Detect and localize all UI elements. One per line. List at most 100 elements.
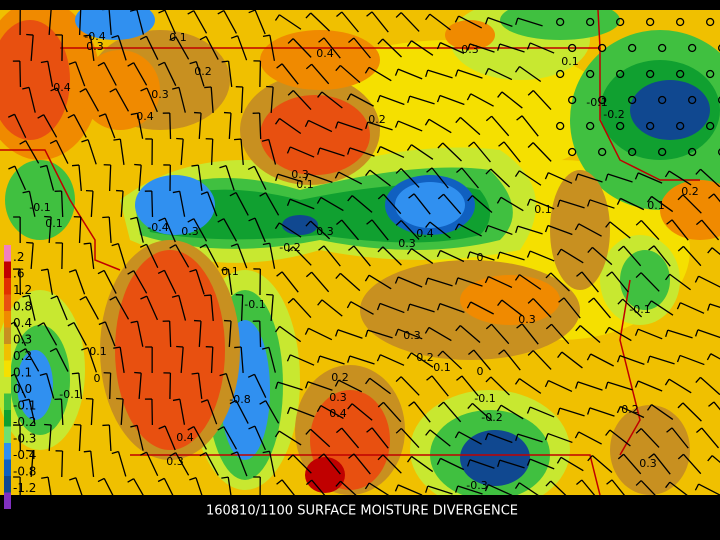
wind-barb xyxy=(545,323,570,345)
wind-barb xyxy=(163,372,172,400)
wind-barb xyxy=(229,191,249,216)
calm-marker xyxy=(658,147,667,157)
wind-barb xyxy=(484,67,513,81)
wind-barb xyxy=(102,424,112,452)
wind-barb xyxy=(527,142,552,162)
wind-barb xyxy=(424,118,452,134)
wind-barb xyxy=(604,326,632,342)
wind-barb xyxy=(247,165,267,190)
wind-barb xyxy=(695,376,720,396)
wind-barb xyxy=(425,429,451,447)
wind-barb xyxy=(677,453,702,475)
wind-barb xyxy=(466,301,494,315)
wind-barb xyxy=(163,164,171,192)
wind-barb xyxy=(407,303,435,313)
wind-barb xyxy=(436,249,465,263)
wind-barb xyxy=(234,138,244,166)
wind-barb xyxy=(544,379,573,393)
wind-barb xyxy=(648,245,671,267)
field-region xyxy=(460,275,560,325)
wind-barb xyxy=(496,196,524,212)
wind-barb xyxy=(616,405,645,419)
wind-barb xyxy=(526,406,555,418)
wind-barb xyxy=(426,167,449,189)
wind-barb xyxy=(194,111,202,140)
wind-barb xyxy=(274,117,302,135)
contour-label: 0.3 xyxy=(461,43,479,56)
contour-label: 0.3 xyxy=(316,225,334,238)
calm-marker xyxy=(676,69,685,79)
contour-label: 0.1 xyxy=(534,203,552,216)
wind-barb xyxy=(13,216,21,244)
wind-barb xyxy=(515,225,543,235)
wind-barb xyxy=(37,114,58,138)
wind-barb xyxy=(162,320,172,348)
wind-barb xyxy=(365,169,391,187)
contour-label: 0.3 xyxy=(291,168,309,181)
wind-barb xyxy=(335,427,360,449)
wind-barb xyxy=(130,112,144,139)
wind-barb xyxy=(616,197,645,211)
field-region xyxy=(460,430,530,486)
wind-barb xyxy=(676,354,705,366)
wind-barb xyxy=(262,450,276,477)
contour-label: 0.4 xyxy=(416,227,434,240)
legend-swatch xyxy=(4,476,11,493)
contour-label: -0.3 xyxy=(466,479,487,492)
wind-barb xyxy=(287,38,312,58)
field-region xyxy=(445,20,495,50)
wind-barb xyxy=(187,10,208,34)
contour-label: -0.1 xyxy=(474,392,495,405)
wind-barb xyxy=(634,172,663,184)
wind-barb xyxy=(116,397,124,426)
wind-barb xyxy=(305,479,326,495)
wind-barb xyxy=(576,271,599,293)
wind-barb xyxy=(677,245,702,267)
wind-barb xyxy=(248,425,267,451)
wind-barb xyxy=(394,120,423,132)
legend-label: 1.2 xyxy=(13,283,32,297)
wind-barb xyxy=(19,140,40,164)
wind-barb xyxy=(71,372,83,400)
wind-barb xyxy=(395,12,420,32)
wind-barb xyxy=(467,402,493,422)
wind-barb xyxy=(635,428,660,448)
wind-barb xyxy=(68,61,86,87)
calm-marker xyxy=(598,43,607,53)
contour-label: 0.1 xyxy=(433,361,451,374)
wind-barb xyxy=(634,328,663,340)
wind-barb xyxy=(544,224,573,236)
wind-barb xyxy=(426,375,449,397)
contour-label: 0.1 xyxy=(221,265,239,278)
calm-marker xyxy=(586,17,595,27)
wind-barb xyxy=(140,451,159,477)
wind-barb xyxy=(377,246,402,266)
calm-marker xyxy=(688,43,697,53)
wind-barb xyxy=(496,404,524,420)
wind-barb xyxy=(617,298,643,318)
legend-swatch xyxy=(4,410,11,427)
boundaries xyxy=(0,10,700,495)
wind-barb xyxy=(71,164,82,192)
wind-barb xyxy=(436,42,465,54)
wind-barb xyxy=(204,86,214,114)
wind-barb xyxy=(454,223,482,237)
wind-barb xyxy=(346,301,374,315)
wind-barb xyxy=(262,346,276,373)
contour-label: 0 xyxy=(94,372,101,385)
wind-barb xyxy=(617,245,642,267)
calm-marker xyxy=(658,95,667,105)
wind-barb xyxy=(707,247,720,256)
wind-barb xyxy=(54,398,64,426)
wind-barb xyxy=(130,424,144,451)
wind-barb xyxy=(648,453,671,475)
wind-barb xyxy=(162,112,172,140)
wind-barb xyxy=(116,189,124,218)
wind-barb xyxy=(316,196,344,212)
wind-barb xyxy=(157,61,177,86)
wind-barb xyxy=(111,242,127,269)
wind-barb xyxy=(706,353,720,361)
legend-swatch xyxy=(4,245,11,262)
wind-barb xyxy=(516,323,539,345)
wind-barb xyxy=(109,88,130,112)
